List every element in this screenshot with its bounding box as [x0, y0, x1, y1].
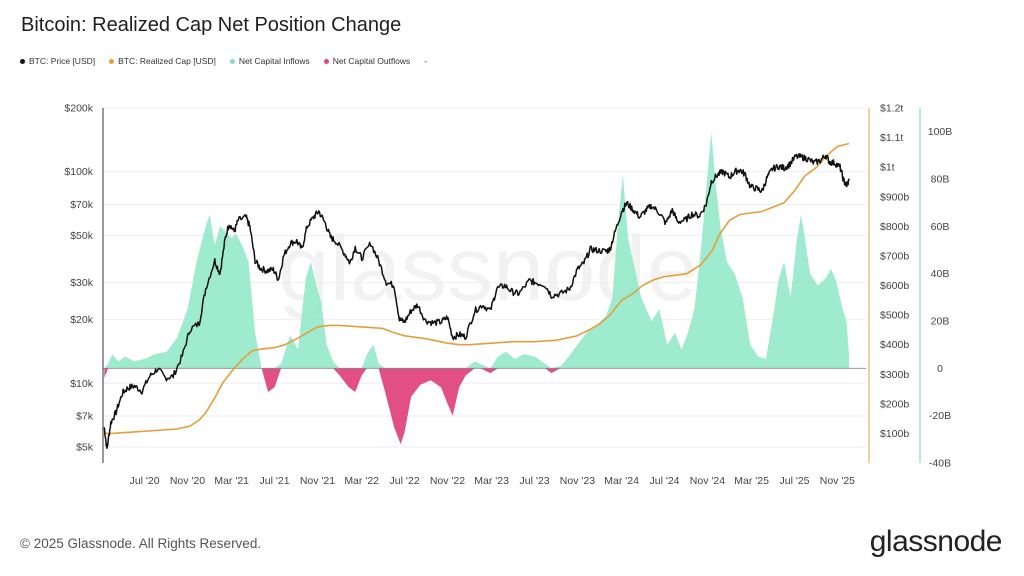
x-tick-label: Mar '25: [734, 475, 769, 487]
legend-label-outflows: Net Capital Outflows: [332, 56, 411, 66]
footer-logo[interactable]: glassnode: [869, 525, 1003, 558]
realized-cap-tick-label: $900b: [880, 191, 909, 203]
price-tick-label: $20k: [70, 314, 94, 326]
flow-tick-label: 40B: [931, 268, 950, 280]
realized-cap-tick-label: $800b: [880, 221, 909, 233]
flow-tick-label: 100B: [928, 126, 953, 138]
x-tick-label: Mar '22: [344, 475, 379, 487]
price-tick-label: $7k: [76, 411, 94, 423]
realized-cap-series: [104, 142, 850, 435]
x-tick-label: Jul '21: [260, 475, 290, 487]
price-series: [103, 152, 850, 450]
x-tick-label: Mar '24: [604, 475, 639, 487]
price-tick-label: $70k: [70, 199, 94, 211]
legend-item-inflows[interactable]: Net Capital Inflows: [229, 56, 310, 66]
flow-tick-label: 80B: [931, 174, 950, 186]
legend-dot-outflows: [323, 58, 329, 64]
realized-cap-tick-label: $1t: [880, 162, 895, 174]
x-tick-label: Nov '20: [170, 475, 205, 487]
legend: BTC: Price [USD] BTC: Realized Cap [USD]…: [20, 56, 441, 66]
realized-cap-tick-label: $600b: [880, 280, 909, 292]
gridlines: [103, 107, 866, 448]
price-tick-label: $10k: [70, 378, 94, 390]
price-tick-label: $200k: [64, 103, 93, 115]
axes: $5k $7k $10k $20k $30k $50k $70k $100k $200k $100…: [64, 103, 952, 488]
x-tick-label: Jul '23: [520, 475, 550, 487]
flow-tick-label: 0: [937, 363, 943, 375]
legend-item-price[interactable]: BTC: Price [USD]: [20, 56, 95, 66]
x-tick-label: Mar '21: [214, 475, 249, 487]
net-capital-flow-area: [103, 131, 866, 445]
x-tick-label: Nov '25: [820, 475, 855, 487]
realized-cap-tick-label: $100b: [880, 428, 909, 440]
price-line: [103, 152, 850, 450]
x-tick-label: Mar '23: [474, 475, 509, 487]
x-tick-label: Nov '22: [430, 475, 465, 487]
legend-label-realized-cap: BTC: Realized Cap [USD]: [118, 56, 216, 66]
price-tick-label: $50k: [70, 230, 94, 242]
legend-label-extra: -: [424, 56, 428, 66]
legend-dot-inflows: [229, 58, 235, 64]
realized-cap-tick-label: $1.1t: [880, 132, 903, 144]
legend-item-extra[interactable]: -: [424, 56, 427, 66]
x-tick-label: Jul '25: [779, 475, 809, 487]
legend-item-realized-cap[interactable]: BTC: Realized Cap [USD]: [109, 56, 216, 66]
realized-cap-tick-label: $1.2t: [880, 103, 903, 115]
legend-label-price: BTC: Price [USD]: [29, 56, 96, 66]
chart-title: Bitcoin: Realized Cap Net Position Chang…: [21, 14, 402, 36]
x-tick-label: Jul '22: [390, 475, 420, 487]
flow-tick-label: -20B: [929, 410, 951, 422]
net-capital-outflows-area: [104, 368, 850, 445]
price-tick-label: $100k: [64, 166, 93, 178]
realized-cap-tick-label: $700b: [880, 250, 909, 262]
flow-tick-label: 60B: [931, 221, 950, 233]
flow-tick-label: 20B: [931, 316, 950, 328]
x-tick-label: Jul '20: [130, 475, 160, 487]
realized-cap-tick-label: $400b: [880, 339, 909, 351]
realized-cap-tick-label: $300b: [880, 369, 909, 381]
realized-cap-tick-label: $200b: [880, 398, 909, 410]
footer-copyright: © 2025 Glassnode. All Rights Reserved.: [20, 536, 262, 551]
x-tick-label: Nov '21: [300, 475, 335, 487]
x-tick-label: Jul '24: [650, 475, 680, 487]
flow-tick-label: -40B: [929, 458, 951, 470]
net-capital-inflows-area: [104, 131, 850, 369]
legend-label-inflows: Net Capital Inflows: [238, 56, 310, 66]
legend-dot-realized-cap: [109, 58, 115, 64]
legend-dot-price: [20, 58, 25, 64]
x-tick-label: Nov '24: [690, 475, 725, 487]
realized-cap-line: [104, 142, 850, 435]
x-tick-label: Nov '23: [560, 475, 595, 487]
price-tick-label: $5k: [76, 441, 94, 453]
price-tick-label: $30k: [70, 277, 94, 289]
legend-item-outflows[interactable]: Net Capital Outflows: [323, 56, 411, 66]
realized-cap-tick-label: $500b: [880, 310, 909, 322]
